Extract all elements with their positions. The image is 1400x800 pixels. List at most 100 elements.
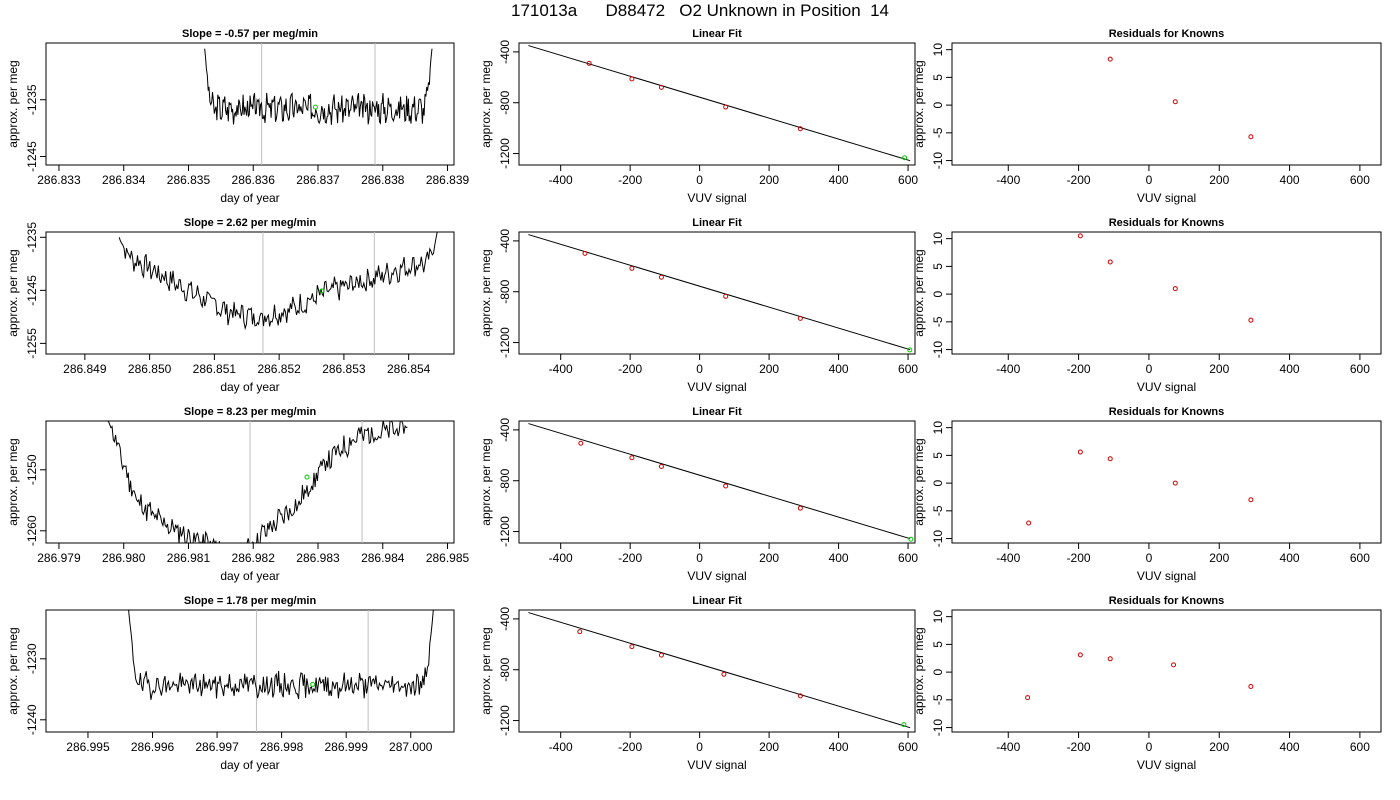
known-point: [723, 293, 729, 299]
plot-frame: [951, 231, 1382, 355]
x-tick-label: 600: [898, 740, 918, 754]
y-tick-label: -5: [931, 127, 945, 138]
y-tick-label: 5: [931, 641, 945, 648]
x-tick-label: -400: [996, 173, 1020, 187]
plot-area: [1107, 56, 1254, 140]
x-axis-label: VUV signal: [687, 191, 746, 205]
y-tick-label: -1245: [25, 275, 39, 306]
y-tick-label: 0: [931, 101, 945, 108]
plot-area: [1077, 233, 1254, 323]
trace-line: [118, 232, 438, 331]
plot-frame: [518, 420, 916, 544]
residual-point: [1171, 662, 1177, 668]
x-tick-label: -200: [618, 740, 642, 754]
x-tick-label: 286.834: [102, 173, 146, 187]
x-tick-label: 286.849: [63, 362, 107, 376]
y-tick-label: -5: [931, 316, 945, 327]
residual-point: [1026, 520, 1032, 526]
chart-title: Slope = 2.62 per meg/min: [184, 217, 317, 229]
x-tick-label: 286.983: [296, 551, 340, 565]
x-axis-label: day of year: [220, 191, 279, 205]
plot-area: [107, 421, 408, 543]
x-tick-label: 286.982: [232, 551, 276, 565]
known-point: [797, 315, 803, 321]
y-tick-label: -5: [931, 505, 945, 516]
y-tick-label: -1240: [25, 704, 39, 735]
y-tick-label: -1250: [25, 454, 39, 485]
y-tick-label: 0: [931, 290, 945, 297]
unknown-point: [902, 155, 908, 161]
x-axis-label: VUV signal: [687, 758, 746, 772]
x-tick-label: 200: [759, 173, 779, 187]
y-tick-label: 10: [931, 610, 945, 624]
trace-line: [204, 48, 433, 125]
x-tick-label: -400: [549, 362, 573, 376]
chart-title: Residuals for Knowns: [1109, 406, 1225, 418]
y-tick-label: -1235: [25, 222, 39, 253]
known-point: [658, 463, 664, 469]
x-tick-label: 200: [1209, 362, 1229, 376]
x-axis-label: VUV signal: [1137, 191, 1196, 205]
known-point: [721, 671, 727, 677]
plot-area: [118, 232, 438, 354]
unknown-marker: [312, 104, 318, 110]
known-point: [586, 60, 592, 66]
chart-panel-4: Slope = 2.62 per meg/min 286.849 286.850 28…: [6, 217, 455, 394]
chart-title: Linear Fit: [692, 595, 742, 607]
known-point: [658, 84, 664, 90]
residual-point: [1172, 480, 1178, 486]
plot-area: [528, 45, 911, 162]
known-point: [629, 455, 635, 461]
y-axis-label: approx. per meg: [479, 627, 493, 714]
x-tick-label: -200: [618, 362, 642, 376]
x-tick-label: 286.836: [232, 173, 276, 187]
chart-title: Linear Fit: [692, 406, 742, 418]
chart-panel-12: Residuals for Knowns -400 -200 0 200 400 600 10…: [912, 595, 1382, 772]
residual-point: [1248, 497, 1254, 503]
x-axis-label: VUV signal: [1137, 380, 1196, 394]
residual-point: [1077, 233, 1083, 239]
x-tick-label: 600: [1350, 173, 1370, 187]
residual-point: [1077, 449, 1083, 455]
chart-panel-6: Residuals for Knowns -400 -200 0 200 400 600 10…: [912, 217, 1382, 394]
x-tick-label: 0: [1146, 362, 1153, 376]
known-point: [797, 693, 803, 699]
x-tick-label: 0: [1146, 740, 1153, 754]
y-tick-label: -10: [931, 341, 945, 359]
y-tick-label: 5: [931, 452, 945, 459]
chart-panel-7: Slope = 8.23 per meg/min 286.979 286.980 28…: [6, 406, 470, 583]
x-tick-label: 286.851: [193, 362, 237, 376]
plot-area: [128, 610, 434, 732]
x-tick-label: 286.850: [128, 362, 172, 376]
x-tick-label: 286.998: [260, 740, 304, 754]
x-tick-label: 200: [759, 362, 779, 376]
x-tick-label: 0: [696, 551, 703, 565]
y-tick-label: -400: [498, 418, 512, 442]
unknown-point: [908, 536, 914, 542]
plot-frame: [45, 609, 455, 733]
x-tick-label: -200: [1067, 551, 1091, 565]
x-tick-label: 0: [696, 173, 703, 187]
fit-line: [528, 423, 911, 540]
residual-point: [1025, 695, 1031, 701]
residual-point: [1107, 456, 1113, 462]
y-tick-label: -1200: [498, 138, 512, 169]
chart-title: Residuals for Knowns: [1109, 217, 1225, 229]
known-point: [797, 126, 803, 132]
known-point: [577, 629, 583, 635]
x-tick-label: 400: [829, 362, 849, 376]
x-tick-label: 400: [1280, 362, 1300, 376]
unknown-marker: [304, 474, 310, 480]
y-tick-label: -10: [931, 719, 945, 737]
plot-area: [204, 43, 433, 165]
page-title: 171013a D88472 O2 Unknown in Position 14: [510, 1, 890, 20]
fit-line: [528, 612, 911, 729]
y-tick-label: -1235: [25, 84, 39, 115]
y-tick-label: -5: [931, 694, 945, 705]
y-tick-label: -1245: [25, 141, 39, 172]
known-point: [629, 76, 635, 82]
x-tick-label: 286.980: [102, 551, 146, 565]
x-tick-label: 286.979: [37, 551, 81, 565]
chart-title: Slope = 8.23 per meg/min: [184, 406, 317, 418]
